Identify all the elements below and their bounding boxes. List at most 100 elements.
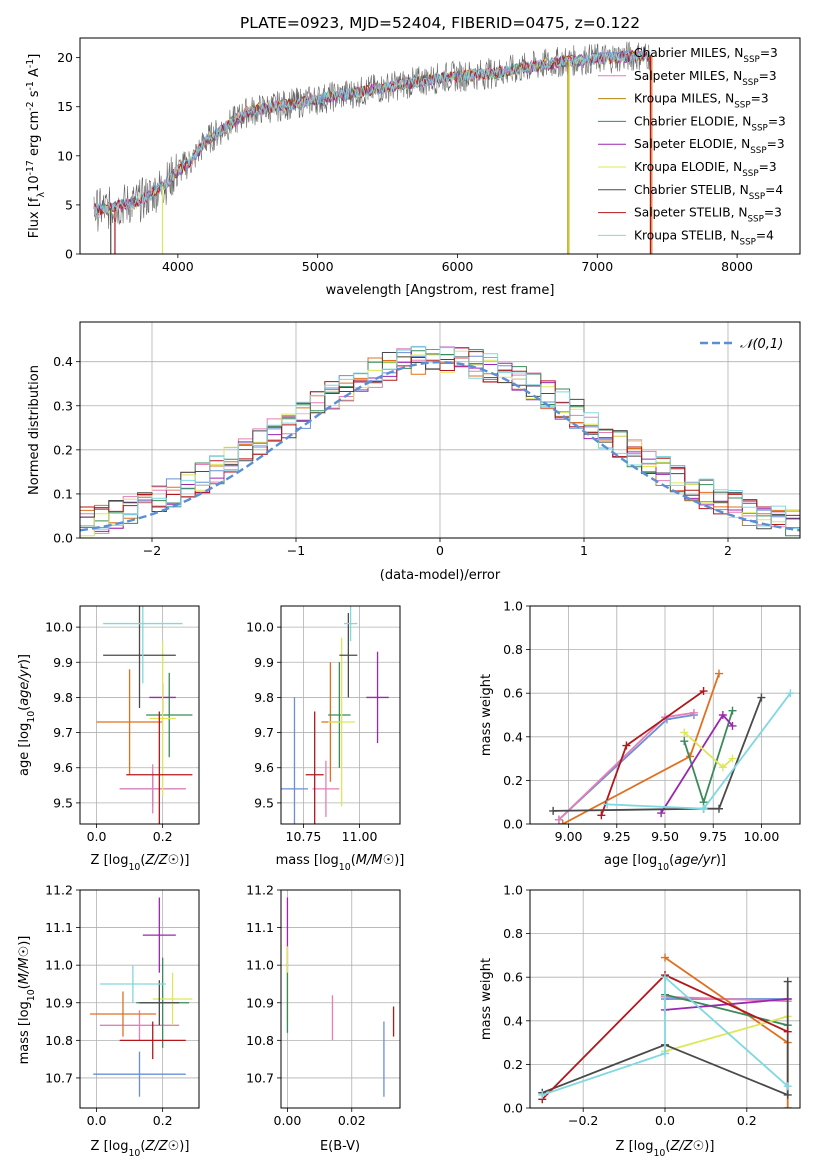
weight-marker [661,1049,669,1058]
plot-area-age_vs_mass [281,606,389,824]
axes-frame [529,889,801,1109]
x-tick-label: 11.00 [342,829,378,844]
x-axis-label: Z [log10(Z/Z☉)] [91,853,190,873]
weight-marker [718,763,727,772]
legend-label: Chabrier MILES, NSSP​=3 [634,46,778,65]
spectrum-legend: Chabrier MILES, NSSP​=3 Salpeter MILES, N… [598,46,786,247]
x-tick-label: 9.25 [603,829,631,844]
weight-marker [728,754,737,763]
histogram-series [80,351,800,538]
y-tick-label: 9.7 [53,725,73,740]
axes-frame [280,889,401,1109]
y-tick-label: 9.8 [53,690,73,705]
y-axis-label: Normed distribution [27,365,42,495]
x-tick-label: 5000 [302,259,334,274]
x-tick-label: 9.75 [699,829,727,844]
weight-marker [549,806,558,815]
y-tick-label: 10 [57,148,73,163]
x-tick-label: 0.2 [737,1113,757,1128]
weight-line [553,697,763,812]
weight-marker [554,815,563,824]
histogram-series [80,345,800,538]
axes-age_vs_mass: 10.75 11.00 9.5 9.6 9.7 9.8 9.9 10.0 [246,605,401,844]
x-tick-label: 10.00 [744,829,780,844]
axes-residuals: −2 −1 0 1 2 0.0 0.1 0.2 0.3 0.4 [53,321,801,558]
y-axis-label: mass [log10(M/M☉)] [17,936,37,1065]
weight-marker [680,737,689,746]
plot-area-mass_vs_ebv [286,897,395,1097]
y-tick-label: 10.9 [45,995,73,1010]
weight-marker [728,721,737,730]
axes-frame [280,605,401,825]
figure-title: PLATE=0923, MJD=52404, FIBERID=0475, z=0… [240,14,640,32]
y-tick-label: 10.9 [246,995,274,1010]
y-tick-label: 20 [57,50,73,65]
weight-marker [728,706,737,715]
weight-marker [699,804,708,813]
legend-label: Kroupa MILES, NSSP​=3 [634,92,769,111]
axes-weight_vs_Z: −0.2 0.0 0.2 0.0 0.2 0.4 0.6 0.8 1.0 [503,883,801,1128]
y-tick-label: 0.4 [53,354,73,369]
svg-text:Flux [fλ​10-17​ erg cm-2​ s-1​: Flux [fλ​10-17​ erg cm-2​ s-1​ A-1​] [25,54,47,239]
weight-marker [699,687,708,696]
y-tick-label: 0.1 [53,486,73,501]
y-tick-label: 0 [65,247,73,262]
weight-line [664,993,788,1027]
y-tick-label: 9.6 [53,760,73,775]
x-tick-label: 8000 [721,259,753,274]
x-axis-label: Z [log10(Z/Z☉)] [616,1139,715,1159]
axes-frame [79,605,200,825]
spectrum-line-salpeter_stelib [93,49,651,216]
weight-marker [783,977,792,986]
y-tick-label: 11.2 [45,883,73,898]
plot-area-weight_vs_age [549,669,795,824]
weight-marker [680,728,689,737]
y-tick-label: 0.6 [503,970,523,985]
y-tick-label: 10.7 [246,1070,274,1085]
y-tick-label: 9.5 [53,795,73,810]
x-axis-label: Z [log10(Z/Z☉)] [91,1139,190,1159]
weight-marker [558,820,567,824]
x-axis-label: E(B-V) [320,1139,360,1154]
weight-marker [622,741,631,750]
y-tick-label: 11.2 [246,883,274,898]
axes-age_vs_Z: 0.0 0.2 9.5 9.6 9.7 9.8 9.9 10.0 [45,605,200,844]
legend-label: Kroupa ELODIE, NSSP​=3 [634,160,777,179]
x-tick-label: 0.02 [338,1113,366,1128]
axes-frame [79,37,801,255]
weight-marker [661,973,669,982]
weight-marker [657,809,666,818]
weight-marker [718,711,727,719]
y-tick-label: 0.0 [53,531,73,546]
weight-marker [661,953,669,962]
y-tick-label: 11.0 [45,958,73,973]
weight-marker [715,669,723,678]
weight-marker [757,693,766,702]
legend-label: Salpeter STELIB, NSSP​=3 [634,206,782,225]
x-tick-label: 0.0 [655,1113,675,1128]
weight-line [664,998,788,1011]
x-axis-label: (data-model)/error [380,568,501,583]
x-tick-label: 9.00 [555,829,583,844]
y-tick-label: 11.1 [246,920,274,935]
weight-marker [783,1082,792,1091]
weight-marker [783,1027,792,1036]
x-tick-label: 0.00 [274,1113,302,1128]
x-axis-label: age [log10(age/yr)] [604,853,726,873]
weight-marker [603,800,612,809]
y-tick-label: 1.0 [503,883,523,898]
axes-frame [529,605,801,825]
plot-area-residuals [80,345,800,538]
legend-label: Kroupa STELIB, NSSP​=4 [634,228,774,247]
y-tick-label: 9.9 [254,655,274,670]
y-tick-label: 9.9 [53,655,73,670]
y-tick-label: 9.5 [254,795,274,810]
y-tick-label: 11.1 [45,920,73,935]
plot-area-spectrum [93,41,653,254]
axes-weight_vs_age: 9.00 9.25 9.50 9.75 10.00 0.0 0.2 0.4 0.6 0.8 1.0 [503,599,801,844]
x-tick-label: 9.50 [651,829,679,844]
x-tick-label: 2 [724,543,732,558]
x-tick-label: 0.2 [153,829,173,844]
histogram-legend: 𝒩(0,1) [700,337,783,352]
weight-line [541,981,789,1097]
